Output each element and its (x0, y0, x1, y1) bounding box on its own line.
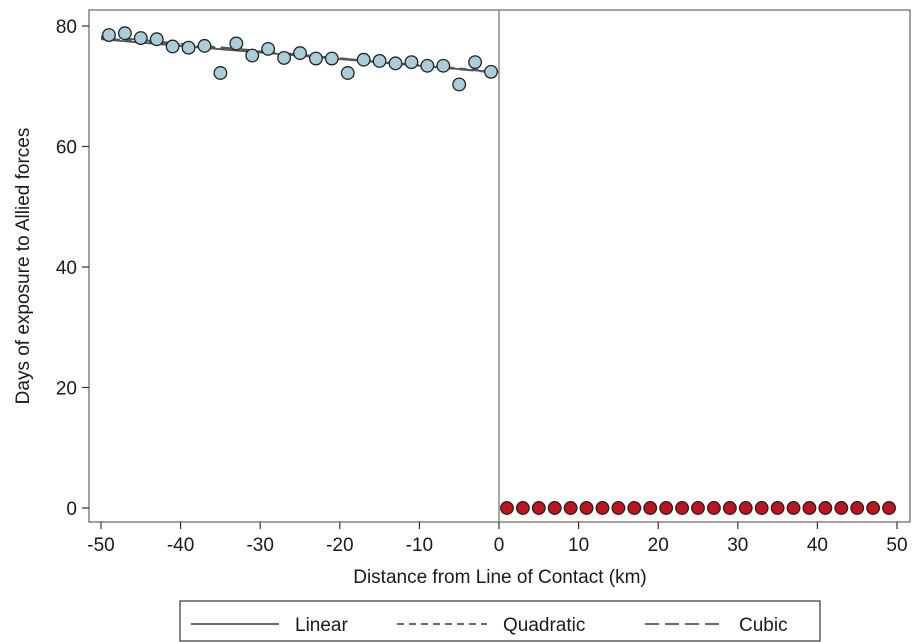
legend-box (179, 600, 821, 642)
data-point-right (595, 501, 610, 515)
y-axis-title: Days of exposure to Allied forces (13, 128, 34, 405)
data-point-left (165, 39, 180, 54)
data-point-left (293, 46, 307, 61)
y-tick-label: 40 (56, 258, 77, 279)
data-point-left (356, 52, 371, 67)
data-point-right (882, 501, 896, 515)
x-axis: -50 -40 -30 -20 -10 0 10 20 30 40 50 (87, 522, 908, 556)
legend-label-cubic: Cubic (739, 615, 788, 636)
data-point-right (611, 501, 626, 515)
data-point-right (770, 501, 785, 515)
x-tick-label: -40 (167, 535, 194, 556)
data-point-right (738, 501, 753, 515)
data-point-left (149, 32, 164, 47)
x-tick-label: 10 (568, 535, 589, 556)
data-point-right (850, 501, 865, 515)
data-point-right (563, 501, 578, 515)
data-point-right (866, 501, 881, 515)
data-point-right (659, 501, 674, 515)
data-point-left (324, 51, 339, 66)
legend: Linear Quadratic Cubic (179, 600, 821, 642)
data-point-left (277, 50, 292, 65)
data-point-left (404, 55, 419, 70)
x-tick-label: 20 (648, 535, 669, 556)
y-tick-label: 80 (56, 17, 77, 38)
data-points (102, 26, 896, 515)
data-point-left (181, 40, 196, 55)
data-point-right (786, 501, 801, 515)
y-tick-label: 60 (56, 138, 77, 159)
data-point-right (675, 501, 690, 515)
data-point-left (261, 41, 276, 56)
x-tick-label: 50 (886, 535, 907, 556)
x-axis-title: Distance from Line of Contact (km) (353, 567, 647, 588)
data-point-right (579, 501, 594, 515)
data-point-left (372, 53, 387, 68)
data-point-left (388, 56, 403, 71)
data-point-right (547, 501, 562, 515)
data-point-right (643, 501, 658, 515)
data-point-right (706, 501, 721, 515)
data-point-left (468, 55, 483, 70)
data-point-left (436, 58, 451, 73)
data-point-right (515, 501, 530, 515)
x-tick-label: 40 (807, 535, 828, 556)
y-tick-label: 0 (66, 499, 77, 520)
data-point-left (452, 77, 467, 92)
legend-label-quadratic: Quadratic (503, 615, 585, 636)
data-point-left (133, 31, 148, 46)
x-tick-label: -20 (326, 535, 353, 556)
x-tick-label: -10 (406, 535, 433, 556)
data-point-left (308, 51, 323, 66)
data-point-right (531, 501, 546, 515)
x-tick-label: -30 (246, 535, 273, 556)
data-point-left (197, 38, 212, 53)
data-point-right (691, 501, 705, 515)
data-point-left (229, 36, 244, 51)
data-point-right (818, 501, 833, 515)
y-axis: 0 20 40 60 80 (56, 17, 89, 520)
y-tick-label: 20 (56, 379, 77, 400)
data-point-right (754, 501, 769, 515)
data-point-right (722, 501, 737, 515)
data-point-right (834, 501, 849, 515)
legend-label-linear: Linear (295, 615, 348, 636)
x-tick-label: 30 (727, 535, 748, 556)
data-point-left (213, 66, 228, 80)
data-point-left (484, 64, 498, 79)
data-point-left (117, 26, 132, 41)
data-point-left (340, 66, 355, 80)
data-point-left (420, 58, 435, 73)
x-tick-label: 0 (494, 535, 505, 556)
data-point-left (102, 28, 116, 42)
data-point-right (500, 501, 514, 515)
data-point-right (627, 501, 642, 515)
x-tick-label: -50 (87, 535, 114, 556)
data-point-left (245, 48, 260, 63)
data-point-right (802, 501, 817, 515)
